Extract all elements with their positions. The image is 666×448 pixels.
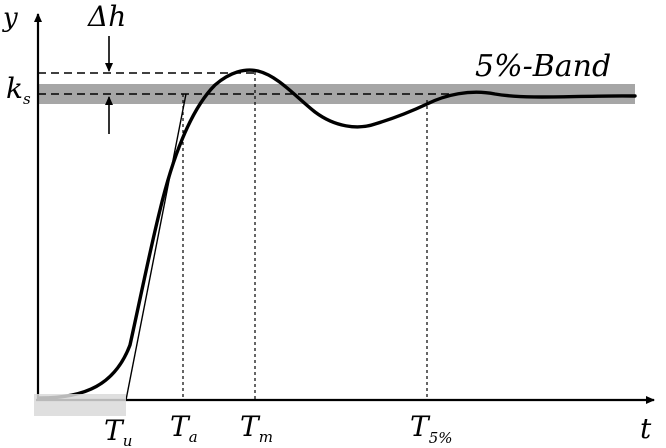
- t-axis-label: t: [640, 412, 652, 445]
- ta-label: Ta: [170, 410, 198, 446]
- tu-label: Tu: [104, 414, 132, 448]
- ks-label: ks: [6, 72, 31, 108]
- y-axis-label: y: [2, 3, 18, 33]
- step-response-curve: [38, 68, 637, 400]
- band-label: 5%-Band: [475, 49, 611, 84]
- tolerance-band: [38, 84, 635, 104]
- tm-label: Tm: [240, 410, 273, 446]
- t5-label: T5%: [410, 410, 452, 447]
- inflection-tangent: [125, 93, 187, 401]
- delta-h-label: Δh: [87, 0, 126, 33]
- origin-blur-patch: [34, 394, 126, 416]
